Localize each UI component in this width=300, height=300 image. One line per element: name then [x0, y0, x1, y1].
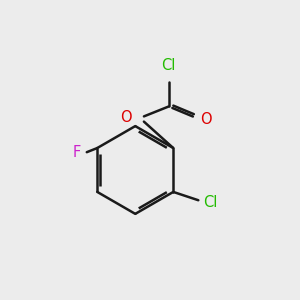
Text: Cl: Cl: [162, 58, 176, 73]
Text: O: O: [120, 110, 132, 125]
Text: F: F: [73, 145, 81, 160]
Text: O: O: [200, 112, 212, 127]
Text: Cl: Cl: [203, 195, 218, 210]
